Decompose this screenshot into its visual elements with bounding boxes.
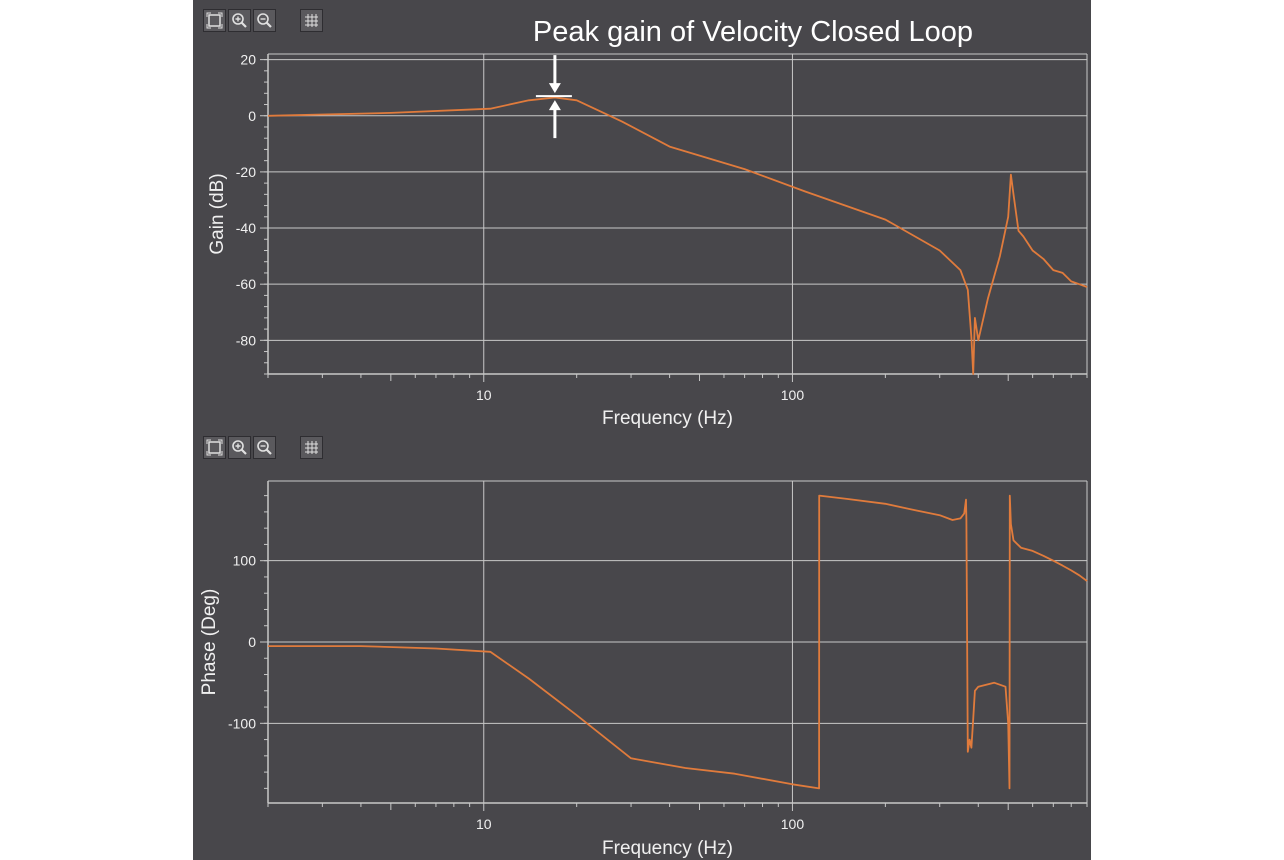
x-tick-label: 100 xyxy=(781,387,805,403)
series-line[interactable] xyxy=(267,96,1088,375)
zoom-in-icon xyxy=(232,13,247,28)
y-tick-label: -60 xyxy=(236,276,256,292)
y-tick-label: -80 xyxy=(236,332,256,348)
gain-plot-toolbar xyxy=(203,9,323,32)
zoom-fit-icon xyxy=(206,439,223,456)
peak-arrow-up-icon xyxy=(548,100,561,111)
zoom-out-button[interactable] xyxy=(253,436,276,459)
x-axis-title: Frequency (Hz) xyxy=(602,408,733,429)
zoom-in-icon xyxy=(232,440,247,455)
x-axis-title: Frequency (Hz) xyxy=(602,838,733,859)
phase-plot-toolbar xyxy=(203,436,323,459)
zoom-out-icon xyxy=(257,13,272,28)
zoom-fit-button[interactable] xyxy=(203,9,226,32)
y-tick-label: 20 xyxy=(240,52,256,68)
chart-panel xyxy=(193,0,1091,860)
zoom-in-button[interactable] xyxy=(228,9,251,32)
gain-plot[interactable]: 20 0 -20 -40 -60 -80 10 100 Frequency (Hz) Gain (… xyxy=(207,52,1088,429)
y-tick-label: 0 xyxy=(248,634,256,650)
y-axis-title: Phase (Deg) xyxy=(199,589,220,696)
grid-toggle-button[interactable] xyxy=(300,9,323,32)
y-axis-title: Gain (dB) xyxy=(207,173,228,254)
chart-title: Peak gain of Velocity Closed Loop xyxy=(533,16,973,48)
zoom-out-icon xyxy=(257,440,272,455)
y-tick-label: -20 xyxy=(236,164,256,180)
grid-toggle-button[interactable] xyxy=(300,436,323,459)
y-tick-label: -40 xyxy=(236,220,256,236)
peak-arrow-down-icon xyxy=(548,83,561,94)
x-tick-label: 10 xyxy=(476,387,492,403)
x-tick-label: 100 xyxy=(781,816,805,832)
grid-toggle-icon xyxy=(305,441,318,454)
y-tick-label: -100 xyxy=(228,715,256,731)
zoom-out-button[interactable] xyxy=(253,9,276,32)
phase-plot[interactable]: 100 0 -100 10 100 Frequency (Hz) Phase (Deg) xyxy=(199,480,1088,859)
grid-toggle-icon xyxy=(305,14,318,27)
series-line[interactable] xyxy=(268,494,1088,790)
y-tick-label: 0 xyxy=(248,108,256,124)
zoom-fit-icon xyxy=(206,12,223,29)
y-tick-label: 100 xyxy=(233,553,257,569)
x-tick-label: 10 xyxy=(476,816,492,832)
zoom-fit-button[interactable] xyxy=(203,436,226,459)
zoom-in-button[interactable] xyxy=(228,436,251,459)
